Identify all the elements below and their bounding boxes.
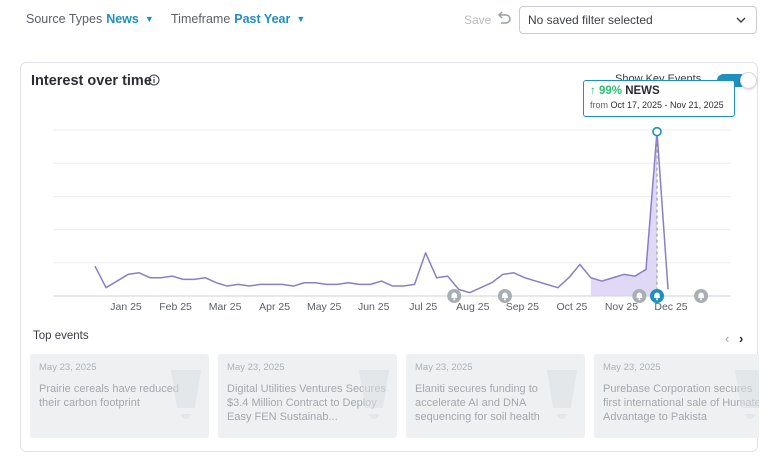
key-event-marker[interactable] (694, 289, 709, 303)
interest-chart: Jan 25 Feb 25 Mar 25 Apr 25 May 25 Jun 25 Jul … (53, 126, 731, 313)
x-tick-label: Sep 25 (506, 301, 539, 313)
timeframe-label: Timeframe (171, 12, 231, 26)
undo-icon[interactable] (496, 9, 512, 29)
event-headline: Digital Utilities Ventures Secures $3.4 … (227, 383, 386, 423)
event-headline: Purebase Corporation secures first inter… (603, 383, 759, 423)
peak-point[interactable] (652, 126, 662, 137)
top-events-list: May 23, 2025 Prairie cereals have reduce… (30, 354, 759, 438)
event-headline: Prairie cereals have reduced their carbo… (39, 383, 180, 409)
bell-icon (359, 370, 389, 419)
x-tick-label: Jul 25 (409, 301, 437, 313)
source-types-filter[interactable]: Source Types News ▼ (26, 12, 154, 26)
card-title: Interest over time (31, 73, 152, 89)
source-types-value: News (106, 12, 139, 26)
event-date: May 23, 2025 (227, 362, 285, 373)
x-tick-label: Jun 25 (358, 301, 390, 313)
tooltip-range: Oct 17, 2025 - Nov 21, 2025 (610, 100, 724, 110)
tooltip-series: NEWS (625, 85, 660, 97)
saved-filter-select[interactable]: No saved filter selected (519, 6, 757, 34)
key-event-marker[interactable] (497, 289, 512, 303)
chevron-down-icon (736, 17, 746, 23)
tooltip-change: 99% (598, 85, 622, 97)
series-line-news (94, 130, 669, 294)
x-tick-label: Dec 25 (654, 301, 687, 313)
bell-icon (735, 370, 759, 419)
event-card[interactable]: May 23, 2025 Prairie cereals have reduce… (30, 354, 209, 438)
x-tick-label: Oct 25 (556, 301, 587, 313)
x-tick-label: Nov 25 (605, 301, 638, 313)
source-types-label: Source Types (26, 12, 103, 26)
saved-filter-value: No saved filter selected (528, 13, 653, 27)
key-event-marker[interactable] (632, 289, 647, 303)
toggle-knob (740, 72, 757, 89)
previous-events-button[interactable]: ‹ (725, 331, 730, 346)
info-icon[interactable] (148, 74, 160, 86)
interest-card: Interest over time Show Key Events Jan 2… (20, 62, 759, 452)
x-tick-label: May 25 (307, 301, 342, 313)
bell-icon (171, 370, 201, 419)
event-card[interactable]: May 23, 2025 Elaniti secures funding to … (406, 354, 585, 438)
x-tick-label: Mar 25 (209, 301, 242, 313)
x-tick-label: Jan 25 (110, 301, 142, 313)
chart-tooltip: ↑ 99% NEWS from Oct 17, 2025 - Nov 21, 2… (583, 80, 735, 117)
top-events-title: Top events (33, 330, 89, 342)
highlight-area (590, 131, 657, 296)
next-events-button[interactable]: › (739, 331, 744, 346)
chevron-down-icon: ▼ (296, 14, 306, 24)
event-date: May 23, 2025 (603, 362, 661, 373)
event-date: May 23, 2025 (415, 362, 473, 373)
bell-icon (547, 370, 577, 419)
key-event-marker[interactable] (447, 289, 462, 303)
tooltip-prefix: from (590, 100, 608, 110)
event-headline: Elaniti secures funding to accelerate AI… (415, 383, 540, 423)
timeframe-filter[interactable]: Timeframe Past Year ▼ (171, 12, 305, 26)
event-card[interactable]: May 23, 2025 Digital Utilities Ventures … (218, 354, 397, 438)
x-tick-label: Aug 25 (456, 301, 489, 313)
x-tick-label: Apr 25 (259, 301, 290, 313)
up-arrow-icon: ↑ (590, 85, 596, 97)
timeframe-value: Past Year (234, 12, 291, 26)
event-card[interactable]: May 23, 2025 Purebase Corporation secure… (594, 354, 759, 438)
save-button[interactable]: Save (464, 13, 492, 27)
key-event-marker-active[interactable] (650, 289, 664, 303)
x-tick-label: Feb 25 (159, 301, 192, 313)
event-date: May 23, 2025 (39, 362, 97, 373)
chevron-down-icon: ▼ (144, 14, 154, 24)
